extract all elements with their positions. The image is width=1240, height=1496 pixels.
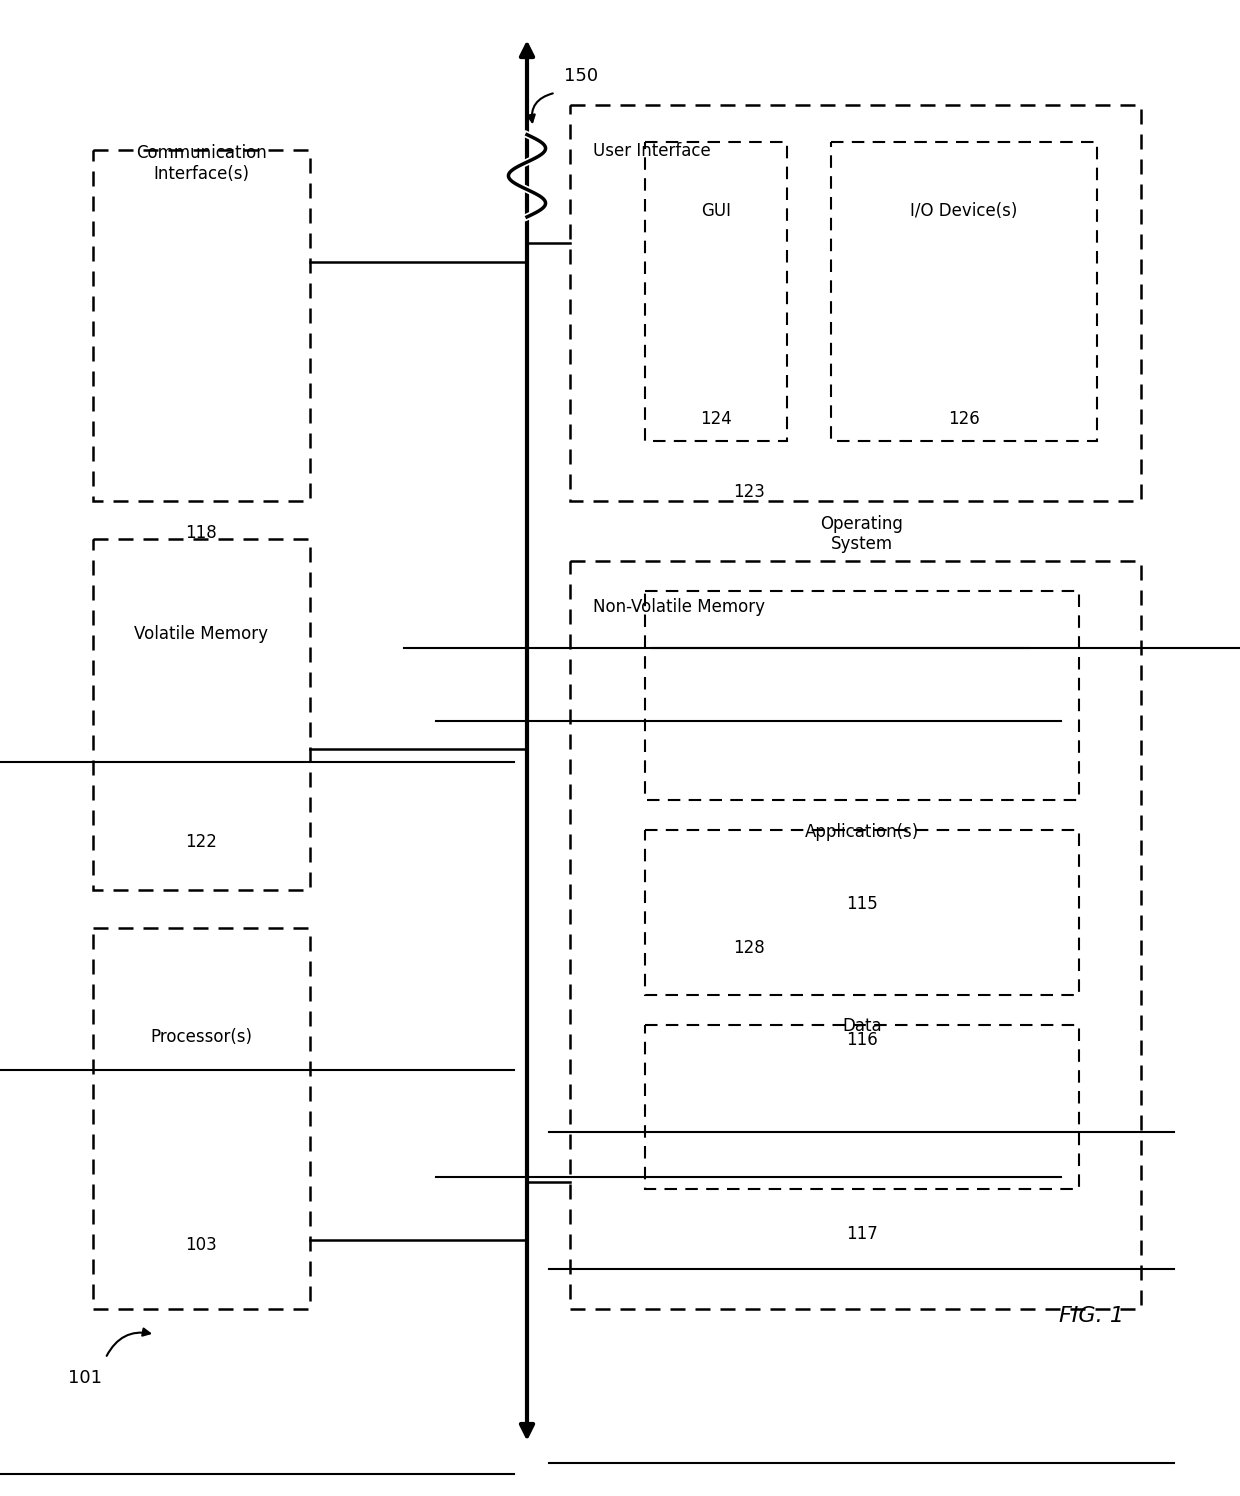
Bar xyxy=(831,142,1097,441)
Text: 101: 101 xyxy=(68,1369,102,1387)
Text: FIG. 1: FIG. 1 xyxy=(1059,1306,1123,1327)
Text: 122: 122 xyxy=(186,832,217,851)
Bar xyxy=(645,591,1079,800)
Text: 150: 150 xyxy=(564,67,599,85)
Text: 128: 128 xyxy=(733,939,765,957)
Text: 118: 118 xyxy=(186,525,217,543)
Text: Volatile Memory: Volatile Memory xyxy=(134,624,269,643)
Text: 123: 123 xyxy=(733,483,765,501)
Text: 115: 115 xyxy=(846,895,878,913)
Text: User Interface: User Interface xyxy=(593,142,711,160)
Bar xyxy=(93,539,310,890)
Bar xyxy=(570,561,1141,1309)
Bar xyxy=(93,928,310,1309)
FancyArrowPatch shape xyxy=(107,1328,150,1355)
Text: 116: 116 xyxy=(846,1031,878,1049)
Text: Communication
Interface(s): Communication Interface(s) xyxy=(136,145,267,183)
Text: Non-Volatile Memory: Non-Volatile Memory xyxy=(593,598,765,616)
Text: Operating
System: Operating System xyxy=(821,515,903,554)
Text: I/O Device(s): I/O Device(s) xyxy=(910,202,1018,220)
Text: Data: Data xyxy=(842,1017,882,1035)
Text: 126: 126 xyxy=(949,410,980,428)
FancyArrowPatch shape xyxy=(527,93,553,123)
Bar xyxy=(645,142,787,441)
Bar xyxy=(645,830,1079,995)
Text: 103: 103 xyxy=(186,1236,217,1255)
Text: Application(s): Application(s) xyxy=(805,823,919,841)
Bar xyxy=(645,1025,1079,1189)
Text: GUI: GUI xyxy=(701,202,732,220)
Bar xyxy=(93,150,310,501)
Text: 124: 124 xyxy=(701,410,732,428)
Bar xyxy=(570,105,1141,501)
Text: Processor(s): Processor(s) xyxy=(150,1028,253,1047)
Text: 117: 117 xyxy=(846,1225,878,1243)
